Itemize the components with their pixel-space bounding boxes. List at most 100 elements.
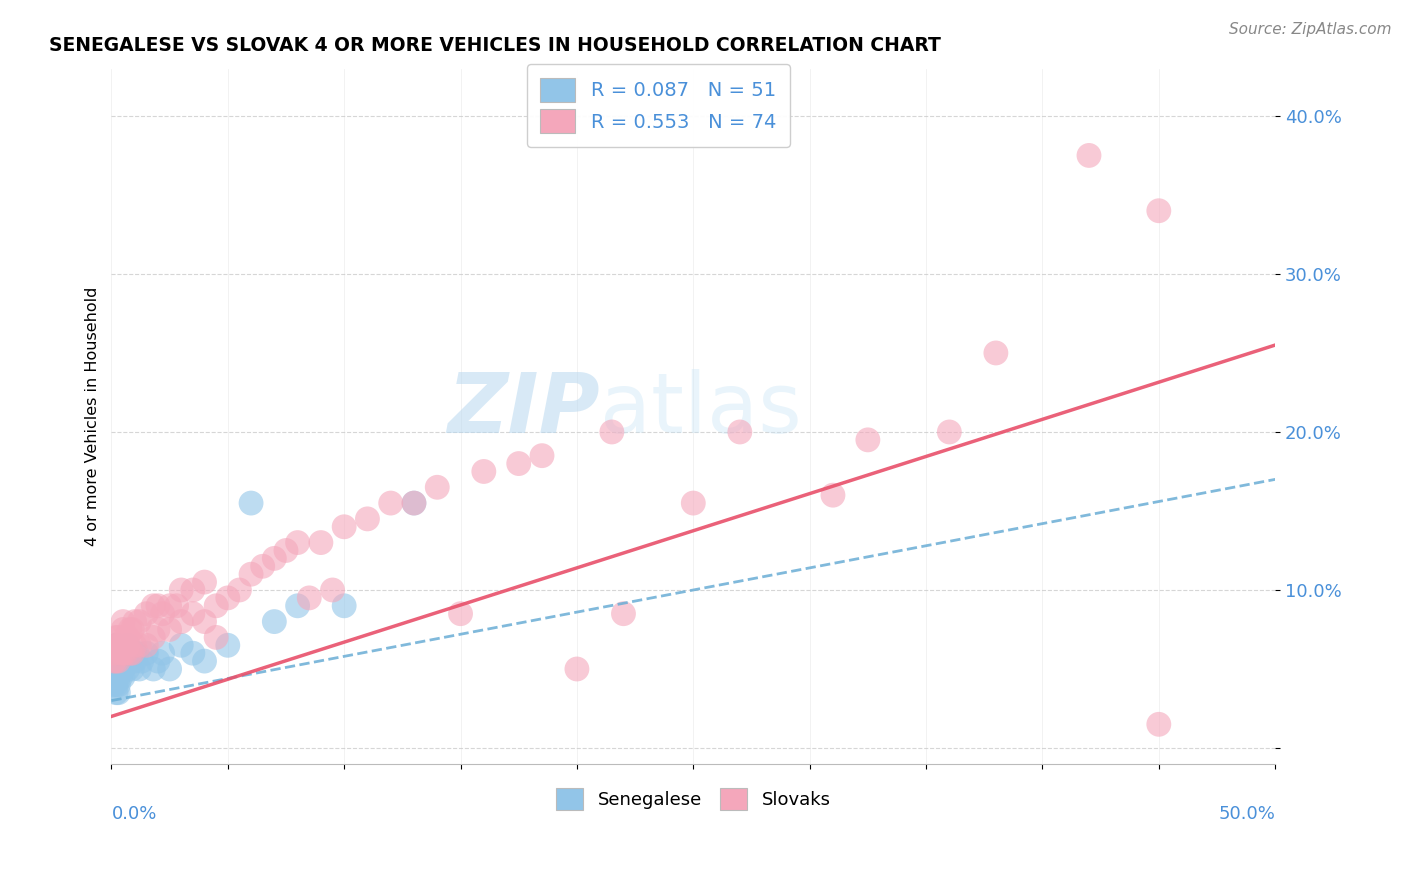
Point [105,654,128,668]
Point [117,638,139,652]
Point [128,615,150,629]
Point [112,646,135,660]
Point [117,631,139,645]
Point [612,607,634,621]
Text: Source: ZipAtlas.com: Source: ZipAtlas.com [1229,22,1392,37]
Point [124,646,146,660]
Point [287,535,309,549]
Point [121,662,143,676]
Point [181,607,204,621]
Point [107,654,129,668]
Point [728,425,751,439]
Point [181,646,204,660]
Point [170,615,193,629]
Point [112,662,135,676]
Point [105,638,128,652]
Point [105,678,128,692]
Point [170,582,193,597]
Point [142,631,165,645]
Point [152,607,174,621]
Point [110,662,132,676]
Point [103,670,125,684]
Point [103,678,125,692]
Point [124,615,146,629]
Point [103,662,125,676]
Point [112,670,135,684]
Point [146,654,169,668]
Point [107,670,129,684]
Point [105,670,128,684]
Point [205,631,228,645]
Point [105,631,128,645]
Point [114,646,136,660]
Point [103,654,125,668]
Point [821,488,844,502]
Point [530,449,553,463]
Point [159,662,181,676]
Point [124,638,146,652]
Point [333,599,356,613]
Point [333,520,356,534]
Text: SENEGALESE VS SLOVAK 4 OR MORE VEHICLES IN HOUSEHOLD CORRELATION CHART: SENEGALESE VS SLOVAK 4 OR MORE VEHICLES … [49,36,941,54]
Point [565,662,588,676]
Point [228,582,250,597]
Point [103,646,125,660]
Point [508,457,530,471]
Point [114,646,136,660]
Point [105,646,128,660]
Point [105,638,128,652]
Point [105,662,128,676]
Point [110,670,132,684]
Text: ZIP: ZIP [447,368,600,450]
Point [117,638,139,652]
Point [146,623,169,637]
Point [112,623,135,637]
Point [159,623,181,637]
Text: 0.0%: 0.0% [111,805,157,823]
Point [112,646,135,660]
Point [128,638,150,652]
Point [124,654,146,668]
Point [135,638,157,652]
Point [103,646,125,660]
Point [205,599,228,613]
Point [193,575,215,590]
Point [135,607,157,621]
Point [240,496,263,510]
Point [142,662,165,676]
Point [131,654,153,668]
Point [128,662,150,676]
Point [159,599,181,613]
Point [107,638,129,652]
Point [217,638,239,652]
Point [263,551,285,566]
Point [110,654,132,668]
Point [298,591,321,605]
Point [193,654,215,668]
Point [426,480,449,494]
Point [107,662,129,676]
Point [472,465,495,479]
Point [107,631,129,645]
Point [322,582,344,597]
Point [181,582,204,597]
Point [121,646,143,660]
Text: atlas: atlas [600,368,801,450]
Point [114,631,136,645]
Point [103,654,125,668]
Point [356,512,378,526]
Point [112,615,135,629]
Point [856,433,879,447]
Point [984,346,1007,360]
Point [110,638,132,652]
Point [252,559,274,574]
Point [107,678,129,692]
Point [170,638,193,652]
Point [135,646,157,660]
Point [309,535,332,549]
Point [110,646,132,660]
Point [287,599,309,613]
Point [166,599,188,613]
Point [110,646,132,660]
Point [938,425,960,439]
